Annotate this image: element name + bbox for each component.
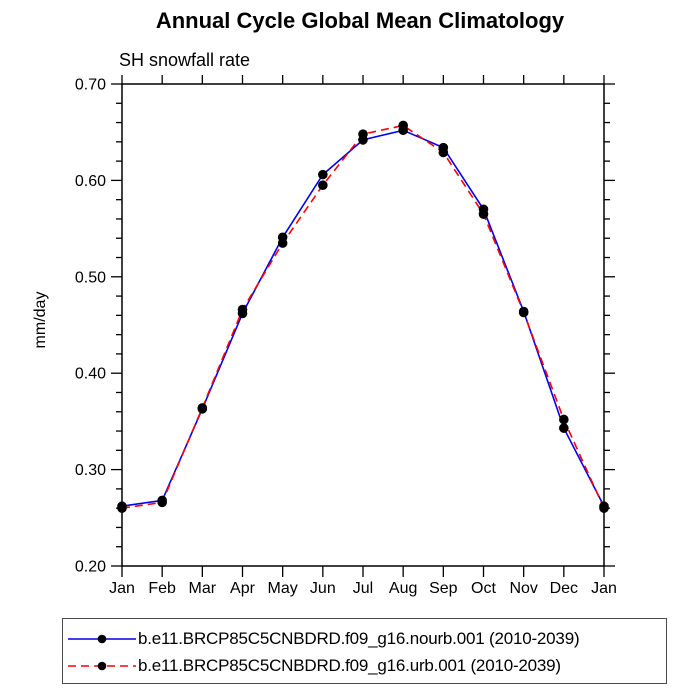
- data-point-marker-0: [318, 169, 328, 180]
- x-axis-month-label: Jan: [109, 580, 135, 597]
- legend-marker-1: [97, 661, 107, 670]
- x-axis-month-label: Jun: [310, 580, 336, 597]
- legend-row-urb: b.e11.BRCP85C5CNBDRD.f09_g16.urb.001 (20…: [63, 652, 666, 679]
- data-point-marker-1: [478, 209, 489, 219]
- legend-marker-0: [97, 634, 107, 643]
- x-axis-month-label: Dec: [550, 580, 578, 597]
- data-point-marker-1: [559, 414, 569, 425]
- y-axis-tick-label: 0.60: [75, 173, 106, 190]
- data-point-marker-1: [518, 307, 529, 318]
- plot-frame: [121, 83, 605, 567]
- data-point-marker-1: [237, 304, 248, 315]
- x-axis-month-label: Jan: [591, 580, 617, 597]
- data-point-marker-1: [117, 503, 127, 513]
- data-point-marker-1: [398, 120, 408, 131]
- legend-label-urb: b.e11.BRCP85C5CNBDRD.f09_g16.urb.001 (20…: [138, 655, 561, 675]
- data-point-marker-1: [157, 497, 167, 508]
- x-axis-month-label: Aug: [389, 580, 417, 597]
- y-axis-tick-label: 0.30: [75, 462, 106, 479]
- x-axis-month-label: Jul: [353, 580, 373, 597]
- x-axis-month-label: Nov: [509, 580, 537, 597]
- chart-title: Annual Cycle Global Mean Climatology: [155, 8, 565, 33]
- series-line-1: [121, 124, 605, 509]
- data-point-marker-1: [197, 403, 208, 413]
- data-point-marker-0: [559, 423, 569, 433]
- chart-subtitle: SH snowfall rate: [119, 50, 251, 70]
- y-axis-tick-label: 0.70: [75, 77, 106, 94]
- y-axis-tick-label: 0.40: [75, 366, 106, 383]
- y-axis-tick-label: 0.20: [75, 559, 106, 576]
- legend-line-sample-nourb-icon: [68, 634, 136, 643]
- data-point-marker-1: [277, 238, 288, 248]
- x-axis-month-label: Mar: [189, 580, 217, 597]
- x-axis-month-label: Sep: [429, 580, 458, 597]
- legend: b.e11.BRCP85C5CNBDRD.f09_g16.nourb.001 (…: [62, 618, 667, 684]
- legend-row-nourb: b.e11.BRCP85C5CNBDRD.f09_g16.nourb.001 (…: [63, 625, 666, 652]
- x-axis-month-label: Apr: [230, 580, 256, 597]
- legend-label-nourb: b.e11.BRCP85C5CNBDRD.f09_g16.nourb.001 (…: [138, 628, 580, 648]
- series-line-0: [121, 129, 605, 507]
- data-point-marker-1: [438, 147, 449, 158]
- y-axis-tick-label: 0.50: [75, 269, 106, 286]
- legend-line-sample-urb-icon: [68, 661, 136, 670]
- data-point-marker-1: [318, 180, 328, 191]
- data-point-marker-1: [358, 129, 368, 139]
- data-point-marker-1: [599, 503, 609, 513]
- x-axis-month-label: May: [268, 580, 298, 597]
- x-axis-month-label: Feb: [148, 580, 176, 597]
- x-axis-month-label: Oct: [471, 580, 496, 597]
